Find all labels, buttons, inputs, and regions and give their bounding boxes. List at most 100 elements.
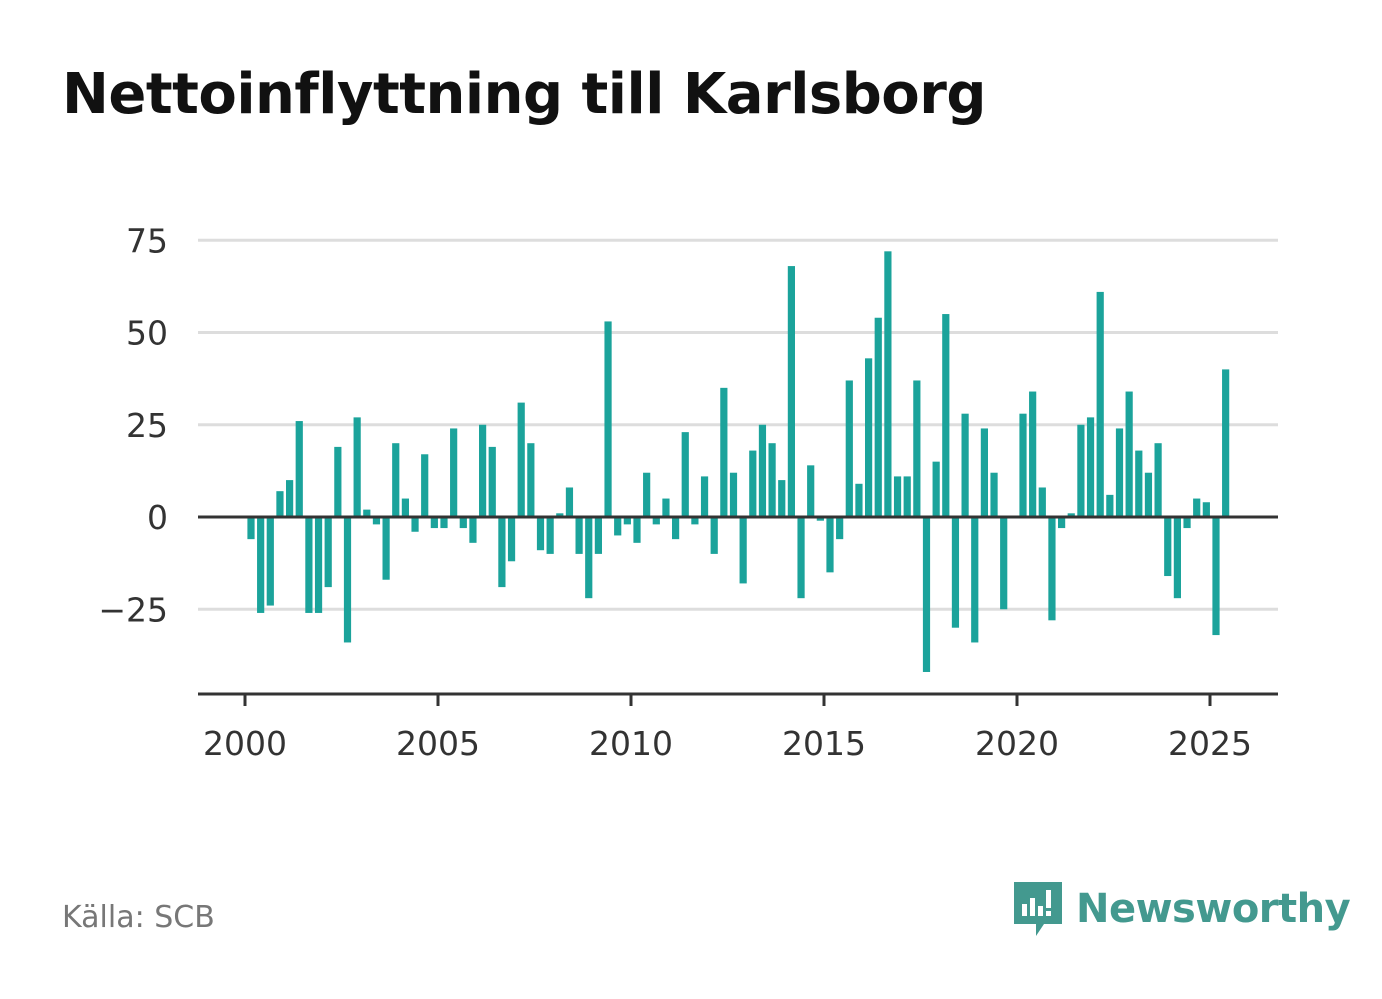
bar xyxy=(922,517,931,672)
bar xyxy=(401,498,409,517)
bar xyxy=(247,517,255,540)
bar xyxy=(527,443,535,517)
bar xyxy=(893,476,902,517)
bar xyxy=(614,517,622,536)
bar xyxy=(286,480,294,517)
brand-logo: Newsworthy xyxy=(1012,878,1351,940)
bar xyxy=(1212,517,1220,636)
bar xyxy=(498,517,506,588)
x-tick-label: 2010 xyxy=(589,724,673,763)
bar xyxy=(382,517,390,580)
bar xyxy=(942,314,950,517)
bar xyxy=(372,517,381,525)
bar xyxy=(1202,502,1210,517)
bar xyxy=(295,421,303,517)
bar xyxy=(749,450,757,517)
bar xyxy=(1164,517,1172,577)
bar xyxy=(1000,517,1008,610)
bar xyxy=(633,517,641,543)
bar xyxy=(961,413,969,517)
bar xyxy=(710,517,718,554)
bar xyxy=(507,517,516,562)
bar xyxy=(1115,428,1124,517)
bar xyxy=(951,517,960,628)
bar xyxy=(913,380,921,517)
bar xyxy=(536,517,545,551)
bar xyxy=(546,517,554,554)
bar xyxy=(874,317,882,517)
x-tick-label: 2020 xyxy=(975,724,1059,763)
bar xyxy=(932,461,940,517)
bar xyxy=(266,517,274,606)
bar xyxy=(787,266,795,517)
bar xyxy=(990,472,998,517)
chart-title: Nettoinflyttning till Karlsborg xyxy=(62,62,986,127)
bar xyxy=(1135,450,1143,517)
bar xyxy=(314,517,323,613)
bar xyxy=(623,517,631,525)
bar xyxy=(855,483,863,517)
bar xyxy=(421,454,429,517)
bar xyxy=(836,517,844,540)
bar xyxy=(594,517,602,554)
x-tick-label: 2015 xyxy=(782,724,866,763)
bar xyxy=(1183,517,1191,529)
bar xyxy=(652,517,660,525)
y-tick-label: −25 xyxy=(98,590,168,629)
y-tick-label: 75 xyxy=(126,221,168,260)
bar xyxy=(1096,291,1104,517)
bar xyxy=(469,517,477,543)
bar xyxy=(816,517,824,521)
bar xyxy=(565,487,574,517)
bar xyxy=(1106,494,1114,517)
brand-name: Newsworthy xyxy=(1076,886,1351,932)
bar xyxy=(700,476,709,517)
bar xyxy=(1048,517,1056,621)
bar xyxy=(807,465,815,517)
newsworthy-logo-icon xyxy=(1014,882,1062,936)
bar xyxy=(556,513,564,517)
bar xyxy=(575,517,583,554)
bar xyxy=(758,424,767,517)
bar xyxy=(1154,443,1162,517)
bar xyxy=(430,517,438,529)
bar xyxy=(729,472,738,517)
x-tick-label: 2025 xyxy=(1168,724,1252,763)
bar xyxy=(1144,472,1153,517)
bar xyxy=(585,517,593,599)
bar xyxy=(739,517,747,584)
bars xyxy=(247,251,1230,672)
bar xyxy=(411,517,419,532)
bar xyxy=(662,498,670,517)
bar xyxy=(681,432,689,517)
bar xyxy=(884,251,892,517)
bar xyxy=(826,517,834,573)
bar xyxy=(1029,391,1037,517)
bar xyxy=(1019,413,1027,517)
bar xyxy=(980,428,988,517)
bar xyxy=(324,517,332,588)
bar xyxy=(334,446,342,517)
bar xyxy=(1193,498,1201,517)
bar xyxy=(459,517,467,529)
bar xyxy=(691,517,699,525)
y-tick-label: 0 xyxy=(147,498,168,537)
bar xyxy=(353,417,361,517)
tick-labels: 75 50 25 0 −25 2000 2005 2010 2015 2020 2025 xyxy=(98,221,1252,763)
bar xyxy=(778,480,786,517)
bar xyxy=(276,491,284,517)
bar xyxy=(488,446,496,517)
x-tick-label: 2000 xyxy=(203,724,287,763)
bar xyxy=(672,517,680,540)
bar xyxy=(479,424,487,517)
bar xyxy=(797,517,805,599)
axes xyxy=(198,515,1278,706)
y-tick-label: 50 xyxy=(126,314,168,353)
bar xyxy=(392,443,400,517)
bar xyxy=(643,472,651,517)
y-tick-label: 25 xyxy=(126,406,168,445)
bar xyxy=(517,402,525,517)
bar xyxy=(305,517,313,613)
bar xyxy=(1058,517,1066,529)
